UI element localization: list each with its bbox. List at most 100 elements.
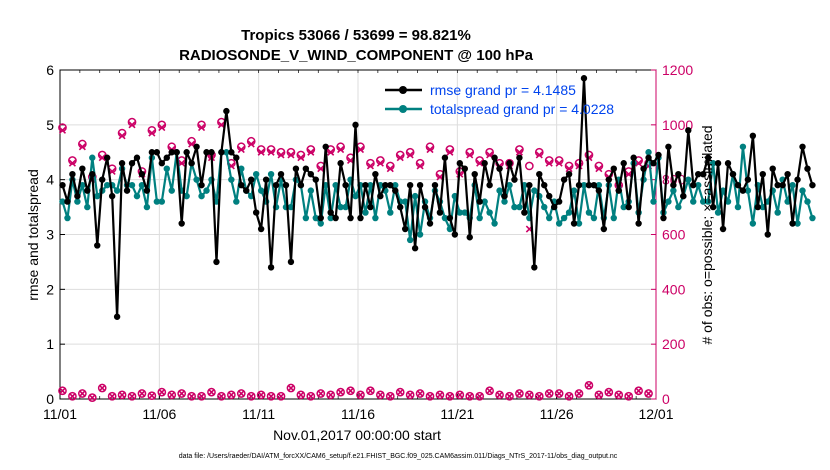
totalspread-point [685,176,692,183]
totalspread-point [560,214,568,222]
rmse-point [784,170,791,178]
totalspread-point [392,181,399,189]
obs-assimilated-point [58,126,67,134]
obs-bottom-assimilated-point [118,391,126,399]
totalspread-point [89,154,96,161]
obs-assimilated-point [307,148,315,156]
obs-bottom-assimilated-point [555,389,563,398]
rmse-point [342,181,349,189]
obs-bottom-assimilated-point [257,391,265,399]
rmse-point [709,203,717,211]
totalspread-point [307,187,315,194]
rmse-point [312,176,319,183]
obs-assimilated-point [426,145,434,154]
totalspread-point [267,170,275,178]
obs-bottom-assimilated-point [356,391,365,399]
rmse-point [392,187,399,194]
rmse-point [719,225,727,233]
rmse-point [282,181,290,189]
totalspread-point [94,192,101,200]
rmse-point [600,225,608,233]
totalspread-point [804,198,811,205]
y-left-tick-label: 2 [46,281,54,297]
obs-bottom-assimilated-point [207,388,216,396]
totalspread-point [441,214,449,222]
rmse-point [406,181,414,189]
x-tick-label: 11/06 [142,406,176,422]
totalspread-point [476,214,483,222]
x-tick-label: 11/26 [540,406,574,422]
rmse-point [193,143,200,150]
obs-bottom-assimilated-point [197,392,206,400]
rmse-point [675,170,682,178]
rmse-point [456,160,464,167]
obs-bottom-point [78,389,87,398]
obs-bottom-assimilated-point [456,391,464,399]
obs-bottom-point [544,389,554,398]
chart-title-line2: RADIOSONDE_V_WIND_COMPONENT @ 100 hPa [179,47,534,64]
totalspread-point [734,203,742,211]
obs-bottom-point [366,386,375,396]
y-right-tick-label: 600 [662,227,686,243]
rmse-point [128,160,136,167]
totalspread-point [223,149,230,156]
obs-bottom-point [266,391,276,401]
obs-bottom-assimilated-point [307,392,315,400]
rmse-point [645,154,652,161]
totalspread-point [590,214,598,222]
rmse-point [143,187,151,194]
obs-bottom-assimilated-point [128,392,136,400]
rmse-point [580,75,588,82]
obs-bottom-assimilated-point [486,387,494,395]
obs-assimilated-point [297,154,305,162]
obs-bottom-assimilated-point [545,389,553,398]
obs-bottom-assimilated-point [337,388,345,396]
rmse-point [724,160,732,167]
obs-bottom-point [346,386,355,396]
obs-assimilated-point [277,151,285,159]
obs-assimilated-point [406,151,414,159]
totalspread-point [744,187,752,194]
obs-bottom-assimilated-point [58,387,67,395]
obs-bottom-point [87,393,97,402]
obs-bottom-point [197,391,206,401]
rmse-point [476,198,483,205]
rmse-point [103,154,111,161]
obs-bottom-point [594,390,604,400]
y-left-tick-label: 0 [46,391,54,407]
rmse-point [431,181,439,189]
obs-bottom-point [445,391,455,401]
totalspread-point [501,198,508,205]
rmse-point [118,160,126,167]
x-axis-label: Nov.01,2017 00:00:00 start [273,427,441,443]
rmse-point [421,203,429,211]
obs-bottom-point [356,390,365,400]
totalspread-point [193,176,200,183]
obs-assimilated-point [327,148,335,156]
obs-bottom-assimilated-point [217,392,225,400]
obs-assimilated-point [98,154,106,162]
totalspread-point [511,203,518,211]
obs-assimilated-point [247,140,255,148]
obs-assimilated-point [376,159,384,167]
obs-bottom-point [58,386,67,396]
rmse-point [446,214,454,222]
obs-assimilated-point [78,143,86,151]
totalspread-point [312,214,319,222]
totalspread-point [620,203,627,211]
totalspread-point [714,209,722,216]
obs-bottom-point [425,391,435,401]
rmse-point [615,187,622,194]
totalspread-point [416,231,424,238]
obs-bottom-point [395,387,405,397]
obs-bottom-point [584,380,594,390]
rmse-point [89,170,96,178]
rmse-point [466,234,473,241]
rmse-point [665,143,672,150]
obs-assimilated-point [466,151,474,159]
obs-assimilated-point [287,151,295,159]
rmse-point [546,192,553,200]
rmse-point [610,165,617,172]
totalspread-point [362,209,369,216]
